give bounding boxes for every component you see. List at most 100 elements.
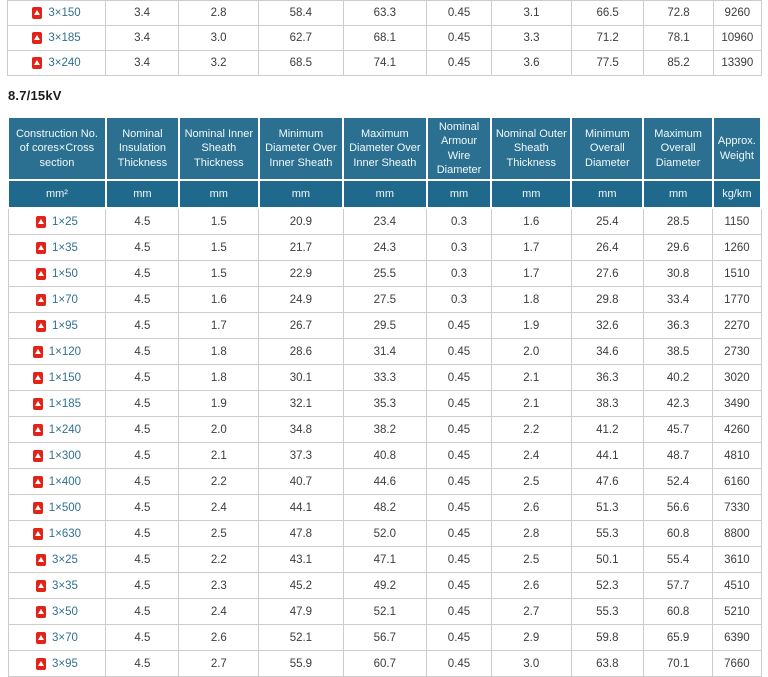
column-header: Nominal Insulation Thickness: [104, 115, 180, 182]
value-cell: 4.5: [105, 234, 180, 262]
value-cell: 52.1: [258, 624, 344, 652]
row-size-cell: 3×35: [7, 572, 107, 600]
value-cell: 4.5: [105, 442, 180, 470]
row-size-link[interactable]: 3×95: [51, 657, 78, 670]
unit-cell: mm: [490, 179, 573, 210]
row-size-link[interactable]: 3×185: [48, 32, 81, 44]
value-cell: 0.45: [426, 312, 492, 340]
row-size-link[interactable]: 1×300: [48, 449, 82, 462]
value-cell: 1510: [712, 260, 762, 288]
value-cell: 59.8: [570, 624, 644, 652]
pdf-icon[interactable]: [32, 527, 43, 540]
value-cell: 51.3: [570, 494, 644, 522]
pdf-icon[interactable]: [35, 319, 46, 332]
pdf-icon[interactable]: [35, 215, 46, 228]
value-cell: 3.4: [105, 50, 180, 76]
value-cell: 20.9: [258, 207, 344, 236]
column-header: Minimum Diameter Over Inner Sheath: [257, 115, 345, 182]
pdf-icon[interactable]: [35, 293, 46, 306]
row-size-link[interactable]: 1×500: [48, 501, 82, 514]
pdf-icon[interactable]: [35, 267, 46, 280]
value-cell: 48.7: [642, 442, 714, 470]
value-cell: 47.9: [258, 598, 344, 626]
value-cell: 2.6: [490, 572, 572, 600]
value-cell: 52.0: [342, 520, 428, 548]
row-size-link[interactable]: 1×35: [51, 241, 78, 254]
pdf-icon[interactable]: [32, 397, 43, 410]
size-cell-content: 3×70: [11, 631, 104, 644]
row-size-link[interactable]: 1×95: [51, 319, 78, 332]
value-cell: 29.5: [342, 312, 428, 340]
value-cell: 1.8: [178, 338, 260, 366]
pdf-icon[interactable]: [35, 241, 46, 254]
unit-cell: mm: [104, 179, 180, 210]
pdf-icon[interactable]: [35, 631, 46, 644]
value-cell: 29.6: [642, 234, 714, 262]
size-cell-content: 3×50: [11, 605, 104, 618]
pdf-icon[interactable]: [32, 449, 43, 462]
row-size-link[interactable]: 1×185: [48, 397, 82, 410]
row-size-cell: 1×630: [7, 520, 107, 548]
top-table-body: 3×150 3.4 2.8 58.4 63.3 0.45 3.1 66.5 72.8 9260 3×…: [6, 0, 763, 76]
row-size-link[interactable]: 3×150: [48, 7, 81, 19]
table-row: 3×185 3.4 3.0 62.7 68.1 0.45 3.3 71.2 78.1 10960: [6, 25, 763, 51]
value-cell: 56.6: [642, 494, 714, 522]
pdf-icon[interactable]: [32, 475, 43, 488]
value-cell: 1.5: [178, 234, 260, 262]
row-size-link[interactable]: 1×630: [48, 527, 82, 540]
value-cell: 4.5: [105, 286, 180, 314]
row-size-link[interactable]: 1×50: [51, 267, 78, 280]
table-row: 1×35 4.5 1.5 21.7 24.3 0.3 1.7 26.4 29.6 1260: [7, 234, 762, 262]
row-size-link[interactable]: 1×70: [51, 293, 78, 306]
pdf-icon[interactable]: [32, 7, 43, 19]
row-size-cell: 1×35: [7, 234, 107, 262]
row-size-link[interactable]: 3×70: [51, 631, 78, 644]
value-cell: 85.2: [643, 50, 714, 76]
value-cell: 1.8: [178, 364, 260, 392]
row-size-link[interactable]: 1×25: [51, 215, 78, 228]
value-cell: 23.4: [342, 207, 428, 236]
value-cell: 44.1: [570, 442, 644, 470]
value-cell: 47.6: [570, 468, 644, 496]
row-size-link[interactable]: 1×150: [48, 371, 82, 384]
value-cell: 2270: [712, 312, 762, 340]
pdf-icon[interactable]: [35, 605, 46, 618]
pdf-icon[interactable]: [32, 32, 43, 44]
size-cell-content: 1×400: [11, 475, 104, 488]
value-cell: 2.0: [178, 416, 260, 444]
value-cell: 6390: [712, 624, 762, 652]
pdf-icon[interactable]: [32, 371, 43, 384]
row-size-link[interactable]: 3×240: [48, 57, 81, 69]
value-cell: 3.2: [178, 50, 260, 76]
size-cell-content: 1×240: [11, 423, 104, 436]
value-cell: 0.45: [426, 50, 493, 76]
row-size-cell: 3×50: [7, 598, 107, 626]
pdf-icon[interactable]: [35, 657, 46, 670]
value-cell: 30.8: [642, 260, 714, 288]
pdf-icon[interactable]: [32, 501, 43, 514]
row-size-link[interactable]: 3×35: [51, 579, 78, 592]
table-row: 1×185 4.5 1.9 32.1 35.3 0.45 2.1 38.3 42.3 3490: [7, 390, 762, 418]
value-cell: 28.6: [258, 338, 344, 366]
value-cell: 2.1: [490, 364, 572, 392]
value-cell: 24.3: [342, 234, 428, 262]
value-cell: 55.4: [642, 546, 714, 574]
row-size-link[interactable]: 3×25: [51, 553, 78, 566]
row-size-link[interactable]: 1×120: [48, 345, 82, 358]
pdf-icon[interactable]: [32, 345, 43, 358]
row-size-link[interactable]: 1×400: [48, 475, 82, 488]
value-cell: 52.4: [642, 468, 714, 496]
pdf-icon[interactable]: [35, 553, 46, 566]
value-cell: 2.8: [178, 0, 260, 26]
value-cell: 2.4: [490, 442, 572, 470]
value-cell: 1260: [712, 234, 762, 262]
pdf-icon[interactable]: [32, 57, 43, 69]
pdf-icon[interactable]: [32, 423, 43, 436]
value-cell: 78.1: [643, 25, 714, 51]
row-size-link[interactable]: 1×240: [48, 423, 82, 436]
row-size-link[interactable]: 3×50: [51, 605, 78, 618]
size-cell-content: 1×50: [11, 267, 104, 280]
pdf-icon[interactable]: [35, 579, 46, 592]
value-cell: 0.3: [426, 207, 492, 236]
value-cell: 72.8: [643, 0, 714, 26]
